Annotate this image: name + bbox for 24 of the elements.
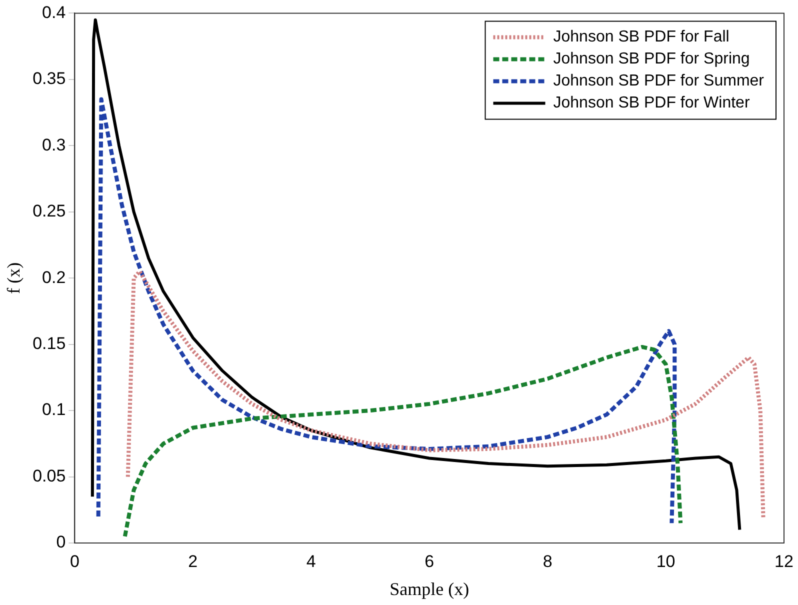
y-tick-label: 0 bbox=[56, 532, 66, 552]
line-series bbox=[122, 344, 683, 538]
x-tick-label: 2 bbox=[188, 552, 198, 571]
legend-label: Johnson SB PDF for Summer bbox=[553, 72, 765, 90]
legend-label: Johnson SB PDF for Winter bbox=[553, 94, 750, 112]
x-tick-label: 0 bbox=[70, 552, 80, 571]
y-tick-label: 0.4 bbox=[42, 2, 66, 22]
legend-label: Johnson SB PDF for Fall bbox=[553, 28, 730, 46]
x-tick-label: 10 bbox=[656, 552, 676, 571]
y-tick-label: 0.15 bbox=[32, 334, 66, 354]
x-tick-label: 6 bbox=[424, 552, 434, 571]
y-tick-label: 0.35 bbox=[32, 69, 66, 88]
x-axis-title: Sample (x) bbox=[390, 578, 470, 599]
y-tick-label: 0.3 bbox=[42, 135, 66, 154]
y-tick-label: 0.05 bbox=[32, 466, 66, 486]
line-series bbox=[96, 97, 677, 526]
x-tick-label: 12 bbox=[774, 552, 794, 571]
y-tick-label: 0.2 bbox=[42, 268, 66, 287]
x-tick-label: 8 bbox=[542, 552, 552, 571]
y-tick-label: 0.25 bbox=[32, 202, 66, 221]
x-tick-label: 4 bbox=[306, 552, 316, 571]
y-tick-label: 0.1 bbox=[42, 400, 66, 420]
y-axis-title: f (x) bbox=[4, 262, 24, 294]
legend-label: Johnson SB PDF for Spring bbox=[553, 50, 750, 68]
